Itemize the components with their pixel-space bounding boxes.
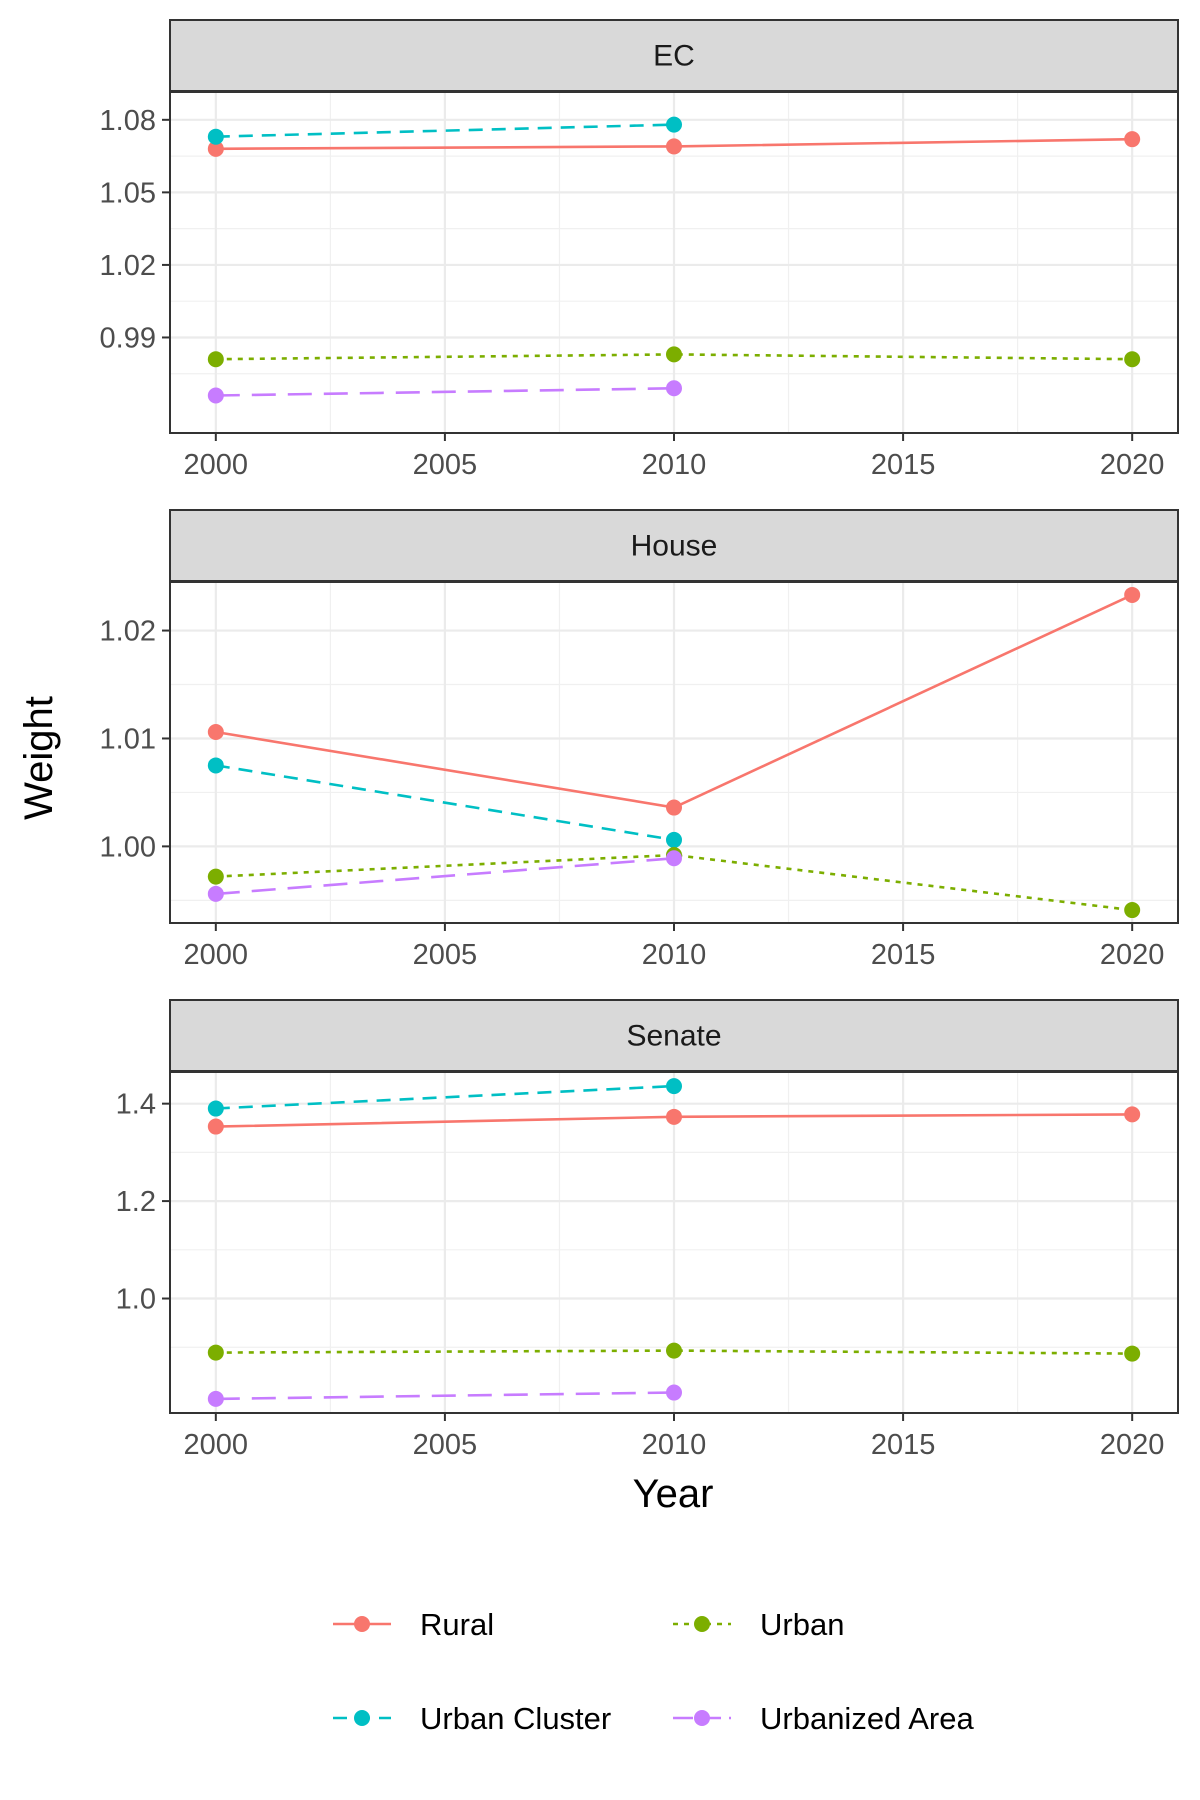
point-rural-2000: [207, 723, 224, 740]
point-urban-cluster-2010: [666, 831, 682, 848]
x-tick-label: 2000: [184, 1429, 249, 1461]
grid-house: [170, 582, 1178, 923]
panel-senate: Senate 1.0 1.2 1.4 2000 2005 2010 2015 2020: [116, 999, 1179, 1461]
point-urban-2000: [207, 351, 224, 368]
legend: Rural Urban Urban Cluster Urbanized Area: [333, 1607, 974, 1736]
strip-house: [169, 509, 1179, 582]
legend-item-urban-cluster: Urban Cluster: [333, 1701, 611, 1736]
strip-label-house: House: [631, 530, 718, 563]
x-tick-label: 2000: [184, 939, 249, 971]
x-tick-label: 2020: [1100, 1429, 1165, 1461]
point-urban-2000: [207, 1344, 224, 1361]
y-tick-label: 1.00: [100, 831, 156, 863]
point-urban-2020: [1124, 1345, 1141, 1362]
series-line-urban: [215, 353, 1133, 361]
point-urban-cluster-2000: [207, 1100, 224, 1117]
point-rural-2000: [207, 140, 224, 157]
series-layer-senate: [207, 1078, 1141, 1407]
y-tick-label: 1.0: [116, 1284, 156, 1316]
point-rural-2010: [666, 138, 682, 155]
series-line-urban: [215, 1349, 1133, 1355]
legend-key-point-urbanized-area: [694, 1710, 710, 1726]
strip-label-senate: Senate: [626, 1020, 721, 1053]
strip-ec: [169, 19, 1179, 92]
x-tick-label: 2000: [184, 449, 249, 481]
point-urbanized-area-2000: [207, 1390, 224, 1407]
point-rural-2020: [1124, 586, 1141, 603]
x-tick-label: 2015: [871, 449, 936, 481]
x-tick-label: 2005: [413, 449, 478, 481]
y-axis-title: Weight: [17, 696, 61, 820]
series-line-urban-cluster: [215, 123, 675, 138]
point-urban-2020: [1124, 902, 1141, 919]
legend-key-point-urban: [694, 1616, 710, 1632]
y-tick-label: 0.99: [100, 322, 156, 354]
y-tick-label: 1.02: [100, 616, 156, 648]
point-urban-cluster-2000: [207, 757, 224, 774]
legend-label-rural: Rural: [420, 1607, 494, 1642]
legend-label-urban: Urban: [760, 1607, 844, 1642]
x-tick-label: 2005: [413, 939, 478, 971]
point-rural-2000: [207, 1118, 224, 1135]
legend-item-rural: Rural: [333, 1607, 494, 1642]
point-urbanized-area-2000: [207, 885, 224, 902]
y-tick-label: 1.02: [100, 250, 156, 282]
x-tick-label: 2010: [642, 1429, 707, 1461]
point-urban-cluster-2010: [666, 1078, 682, 1095]
panel-ec: EC 0.99 1.02 1.05 1.08 2000 2005 2010 2015 2020: [100, 19, 1179, 481]
legend-key-point-urban-cluster: [354, 1710, 370, 1726]
legend-label-urban-cluster: Urban Cluster: [420, 1701, 611, 1736]
strip-label-ec: EC: [653, 40, 695, 73]
legend-item-urban: Urban: [673, 1607, 844, 1642]
series-layer-house: [207, 586, 1141, 919]
point-rural-2020: [1124, 131, 1141, 148]
y-tick-label: 1.01: [100, 723, 156, 755]
point-urbanized-area-2010: [666, 380, 682, 397]
x-tick-label: 2015: [871, 1429, 936, 1461]
x-tick-label: 2020: [1100, 449, 1165, 481]
point-urbanized-area-2000: [207, 387, 224, 404]
series-line-urbanized-area: [215, 857, 675, 896]
point-rural-2010: [666, 1108, 682, 1125]
point-urban-2010: [666, 346, 682, 363]
y-tick-label: 1.4: [116, 1089, 156, 1121]
point-urban-cluster-2000: [207, 128, 224, 145]
y-tick-label: 1.08: [100, 105, 156, 137]
point-urban-2020: [1124, 351, 1141, 368]
x-axis-title: Year: [633, 1472, 714, 1516]
point-urban-2000: [207, 868, 224, 885]
y-tick-label: 1.2: [116, 1186, 156, 1218]
series-layer-ec: [207, 116, 1141, 404]
legend-label-urbanized-area: Urbanized Area: [760, 1701, 974, 1736]
series-line-urban-cluster: [215, 764, 675, 842]
x-tick-label: 2005: [413, 1429, 478, 1461]
panel-house: House 1.00 1.01 1.02 2000 2005 2010 2015 2020: [100, 509, 1179, 971]
series-line-urbanized-area: [215, 1391, 675, 1401]
point-urbanized-area-2010: [666, 1384, 682, 1401]
series-line-urbanized-area: [215, 387, 675, 397]
legend-key-point-rural: [354, 1616, 370, 1632]
point-urban-cluster-2010: [666, 116, 682, 133]
point-urbanized-area-2010: [666, 850, 682, 867]
legend-item-urbanized-area: Urbanized Area: [673, 1701, 974, 1736]
x-tick-label: 2015: [871, 939, 936, 971]
point-urban-2010: [666, 1342, 682, 1359]
series-line-urban-cluster: [215, 1084, 675, 1110]
x-tick-label: 2020: [1100, 939, 1165, 971]
point-rural-2020: [1124, 1106, 1141, 1123]
y-tick-label: 1.05: [100, 177, 156, 209]
x-tick-label: 2010: [642, 449, 707, 481]
x-tick-label: 2010: [642, 939, 707, 971]
point-rural-2010: [666, 799, 682, 816]
